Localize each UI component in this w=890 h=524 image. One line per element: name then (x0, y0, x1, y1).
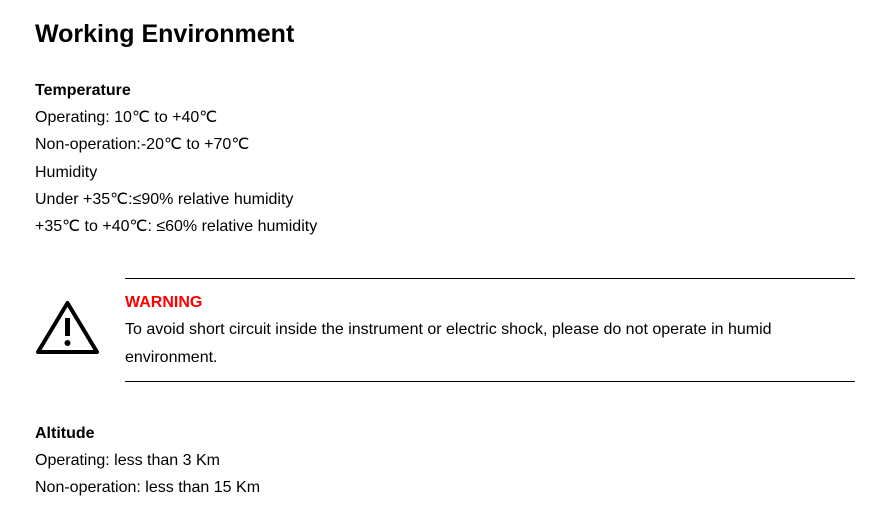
warning-text: To avoid short circuit inside the instru… (125, 316, 855, 370)
temperature-operating: Operating: 10℃ to +40℃ (35, 104, 855, 131)
warning-content: WARNING To avoid short circuit inside th… (125, 278, 855, 382)
temperature-non-operation: Non-operation:-20℃ to +70℃ (35, 131, 855, 158)
warning-triangle-icon (35, 300, 100, 355)
section-title: Working Environment (35, 20, 855, 49)
altitude-non-operation: Non-operation: less than 15 Km (35, 474, 855, 501)
altitude-section: Altitude Operating: less than 3 Km Non-o… (35, 420, 855, 502)
humidity-under-35: Under +35℃:≤90% relative humidity (35, 186, 855, 213)
warning-block: WARNING To avoid short circuit inside th… (35, 278, 855, 382)
temperature-section: Temperature Operating: 10℃ to +40℃ Non-o… (35, 77, 855, 240)
warning-label: WARNING (125, 289, 855, 316)
humidity-label: Humidity (35, 159, 855, 186)
altitude-operating: Operating: less than 3 Km (35, 447, 855, 474)
humidity-35-to-40: +35℃ to +40℃: ≤60% relative humidity (35, 213, 855, 240)
temperature-heading: Temperature (35, 77, 855, 104)
altitude-heading: Altitude (35, 420, 855, 447)
